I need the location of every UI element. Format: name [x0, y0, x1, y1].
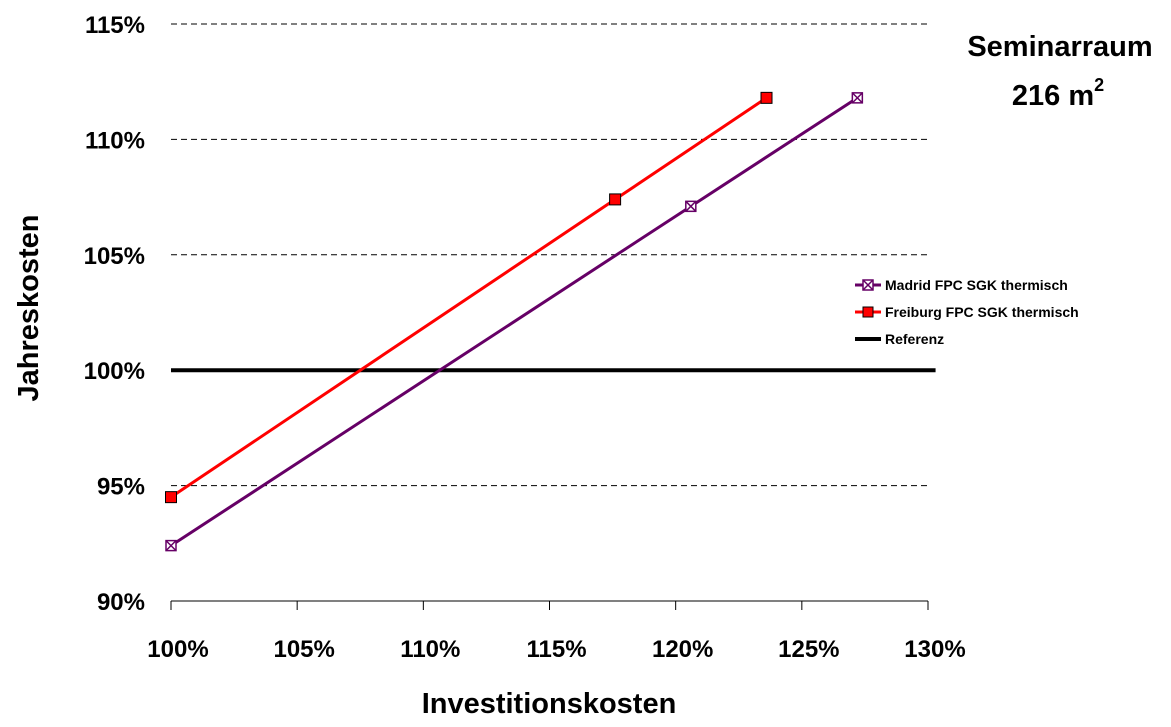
y-tick-label: 90% — [97, 589, 145, 616]
annotation-line1: Seminarraum — [967, 31, 1152, 63]
marker-x — [685, 200, 697, 212]
x-tick-label: 100% — [147, 636, 208, 663]
data-point-freiburg — [609, 193, 622, 206]
x-tick-label: 125% — [778, 636, 839, 663]
y-tick-label: 115% — [85, 12, 145, 39]
x-tick-label: 105% — [273, 636, 334, 663]
legend-marker-x-madrid — [862, 279, 874, 291]
x-tick-label: 130% — [904, 636, 965, 663]
axis-layer — [170, 600, 929, 610]
y-tick-label: 110% — [85, 127, 145, 154]
annotation-line2: 216 m2 — [1012, 75, 1104, 112]
y-axis-title: Jahreskosten — [13, 215, 45, 402]
legend-label-freiburg: Freiburg FPC SGK thermisch — [885, 304, 1079, 320]
x-tick-label: 115% — [526, 636, 586, 663]
annotation-line2-superscript: 2 — [1094, 75, 1104, 95]
x-axis-title: Investitionskosten — [422, 688, 677, 720]
x-tick-label: 110% — [400, 636, 460, 663]
y-tick-label: 105% — [84, 243, 145, 270]
legend-label-madrid: Madrid FPC SGK thermisch — [885, 277, 1068, 293]
annotation: Seminarraum 216 m2 — [967, 31, 1152, 112]
legend-item-freiburg: Freiburg FPC SGK thermisch — [855, 304, 1079, 320]
series-line-freiburg — [170, 96, 768, 499]
data-point-madrid — [165, 539, 177, 552]
legend-label-referenz: Referenz — [885, 331, 944, 347]
x-tick-label: 120% — [652, 636, 713, 663]
annotation-line2-text: 216 m — [1012, 80, 1094, 112]
legend-item-madrid: Madrid FPC SGK thermisch — [855, 277, 1068, 293]
data-point-madrid — [851, 92, 864, 104]
series-layer — [165, 91, 936, 552]
legend-item-referenz: Referenz — [855, 331, 944, 347]
data-point-madrid — [685, 200, 697, 213]
grid-layer — [171, 23, 928, 487]
marker-x — [165, 540, 177, 552]
y-tick-label: 100% — [84, 358, 145, 385]
legend-marker-freiburg — [862, 306, 874, 318]
y-tick-label: 95% — [97, 474, 145, 501]
series-line-madrid — [170, 96, 859, 547]
legend: Madrid FPC SGK thermisch Freiburg FPC SG… — [855, 277, 1079, 347]
data-point-freiburg — [165, 491, 177, 504]
label-layer: 100% 105% 110% 115% 120% 125% 130% 90% 95% 100% 10… — [84, 12, 966, 663]
data-point-freiburg — [760, 91, 773, 104]
marker-x — [851, 92, 863, 104]
